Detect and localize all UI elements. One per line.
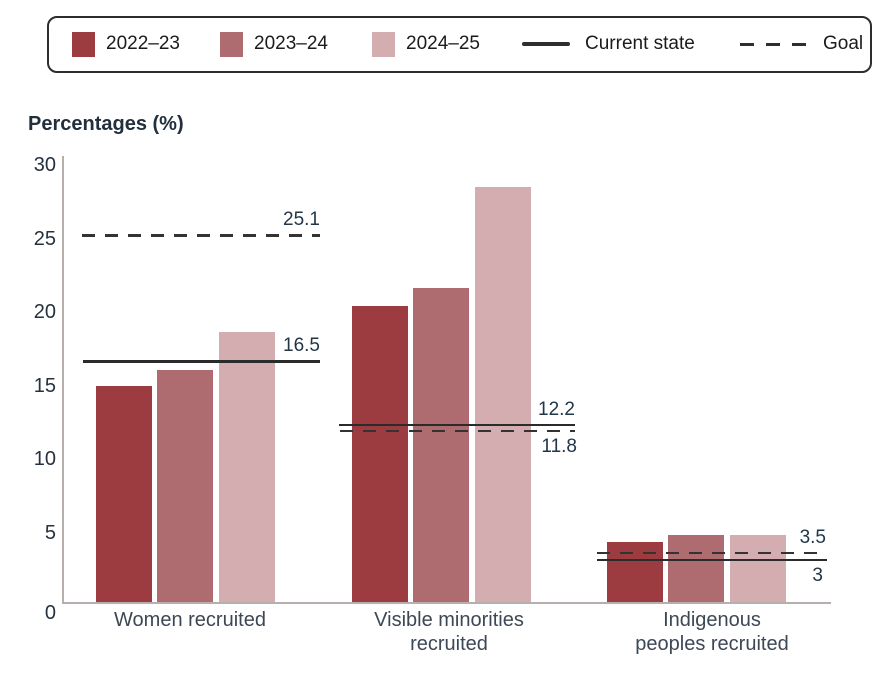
legend-item-current-state: Current state bbox=[522, 18, 695, 70]
y-tick-label: 30 bbox=[33, 154, 56, 176]
legend-item-2023-24: 2023–24 bbox=[220, 18, 328, 70]
category-label: Indigenous peoples recruited bbox=[635, 609, 789, 655]
reference-line-value-label: 12.2 bbox=[538, 398, 575, 420]
legend-label-2022-23: 2022–23 bbox=[106, 33, 180, 54]
y-tick-label: 20 bbox=[33, 301, 56, 323]
legend-label-2023-24: 2023–24 bbox=[254, 33, 328, 54]
current-state-line bbox=[83, 360, 320, 363]
y-axis-line bbox=[62, 156, 64, 604]
legend: 2022–23 2023–24 2024–25 Current state Go… bbox=[47, 16, 872, 73]
bar-2023-24-group2 bbox=[668, 534, 725, 604]
category-label: Women recruited bbox=[114, 609, 266, 631]
legend-item-2024-25: 2024–25 bbox=[372, 18, 480, 70]
reference-line-value-label: 11.8 bbox=[541, 435, 577, 457]
category-label: Visible minorities recruited bbox=[374, 609, 524, 655]
dashed-line-icon bbox=[740, 42, 806, 46]
solid-line-icon bbox=[522, 42, 570, 46]
y-tick-label: 10 bbox=[33, 448, 56, 470]
y-axis-title: Percentages (%) bbox=[28, 113, 184, 135]
x-axis-line bbox=[62, 602, 831, 604]
goal-line bbox=[340, 429, 575, 433]
reference-line-value-label: 3 bbox=[812, 564, 823, 586]
legend-label-goal: Goal bbox=[823, 33, 864, 54]
goal-line bbox=[597, 551, 826, 555]
reference-line-value-label: 25.1 bbox=[283, 209, 320, 231]
legend-item-2022-23: 2022–23 bbox=[72, 18, 180, 70]
swatch-2022-23-icon bbox=[72, 31, 95, 57]
bar-2024-25-group1 bbox=[474, 186, 531, 604]
bar-2024-25-group0 bbox=[218, 332, 275, 604]
swatch-2023-24-icon bbox=[220, 31, 243, 57]
current-state-line bbox=[597, 558, 827, 562]
y-tick-label: 5 bbox=[44, 521, 56, 544]
legend-label-current-state: Current state bbox=[585, 33, 695, 54]
legend-label-2024-25: 2024–25 bbox=[406, 33, 480, 54]
y-tick-label: 25 bbox=[33, 227, 56, 250]
bar-2022-23-group0 bbox=[96, 386, 152, 604]
bar-2023-24-group1 bbox=[413, 287, 470, 604]
swatch-2024-25-icon bbox=[372, 31, 395, 57]
bar-2022-23-group1 bbox=[352, 305, 408, 604]
current-state-line bbox=[339, 423, 575, 427]
reference-line-value-label: 16.5 bbox=[283, 335, 320, 357]
y-tick-label: 15 bbox=[33, 374, 56, 397]
bar-2023-24-group0 bbox=[157, 370, 214, 604]
bar-2024-25-group2 bbox=[729, 534, 786, 604]
goal-line bbox=[82, 234, 320, 237]
legend-item-goal: Goal bbox=[740, 18, 863, 70]
reference-line-value-label: 3.5 bbox=[799, 526, 826, 548]
y-tick-label: 0 bbox=[44, 602, 56, 624]
